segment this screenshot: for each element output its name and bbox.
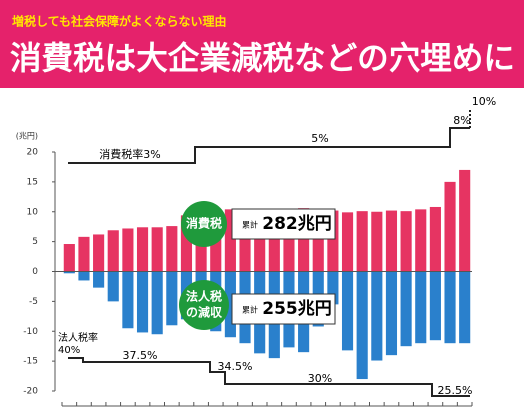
bar [342,272,353,351]
bar [342,212,353,271]
total-prefix: 累計 [242,305,258,315]
bar [401,272,412,347]
y-tick-label: 0 [32,267,38,277]
callout-label: の減収 [186,305,223,320]
rate-label: 30% [308,372,332,385]
bar [430,272,441,341]
rate-label: 10% [472,95,496,108]
rate-label: 5% [311,132,328,145]
callout-label: 消費税 [186,216,222,231]
rate-label: 34.5% [218,360,253,373]
bar [64,244,75,271]
rate-label: 37.5% [123,349,158,362]
bar [122,228,133,271]
subtitle: 増税しても社会保障がよくならない理由 [12,14,226,29]
rate-label: 25.5% [438,384,473,397]
y-tick-label: 10 [27,207,39,217]
bar [415,209,426,271]
total-prefix: 累計 [242,220,258,230]
bar [152,272,163,335]
bar [459,170,470,272]
y-tick-label: -10 [23,327,38,337]
callout-label: 法人税 [186,289,222,304]
rate-label: 消費税率3% [99,147,160,161]
bar [122,272,133,329]
bar [93,234,104,271]
bar [386,211,397,272]
bar [108,272,119,302]
y-tick-label: -5 [29,297,38,307]
bar [166,226,177,271]
bar [137,227,148,271]
title: 消費税は大企業減税などの穴埋めに [10,39,515,77]
bar [415,272,426,344]
total-value: 282兆円 [262,214,332,234]
rate-label: 40% [58,345,80,356]
bar [444,182,455,272]
rate-label: 8% [453,114,470,127]
bar [430,207,441,272]
infographic: 増税しても社会保障がよくならない理由 消費税は大企業減税などの穴埋めに (兆円)… [0,0,524,413]
y-tick-label: 15 [27,177,38,187]
bar [93,272,104,288]
bar [78,272,89,281]
bar [371,212,382,272]
y-tick-label: 5 [32,237,38,247]
y-tick-label: -15 [23,357,38,367]
bar [386,272,397,356]
y-tick-label: 20 [27,148,39,158]
bar [152,227,163,271]
bar [371,272,382,361]
bar [78,237,89,272]
bar [357,272,368,380]
bar [444,272,455,344]
y-unit: (兆円) [16,131,38,141]
bar [166,272,177,326]
bar [459,272,470,344]
rate-label: 法人税率 [58,331,98,344]
bar [137,272,148,333]
bar [401,211,412,271]
total-value: 255兆円 [262,299,332,319]
y-tick-label: -20 [23,387,38,397]
bar [357,211,368,271]
bar [108,230,119,271]
